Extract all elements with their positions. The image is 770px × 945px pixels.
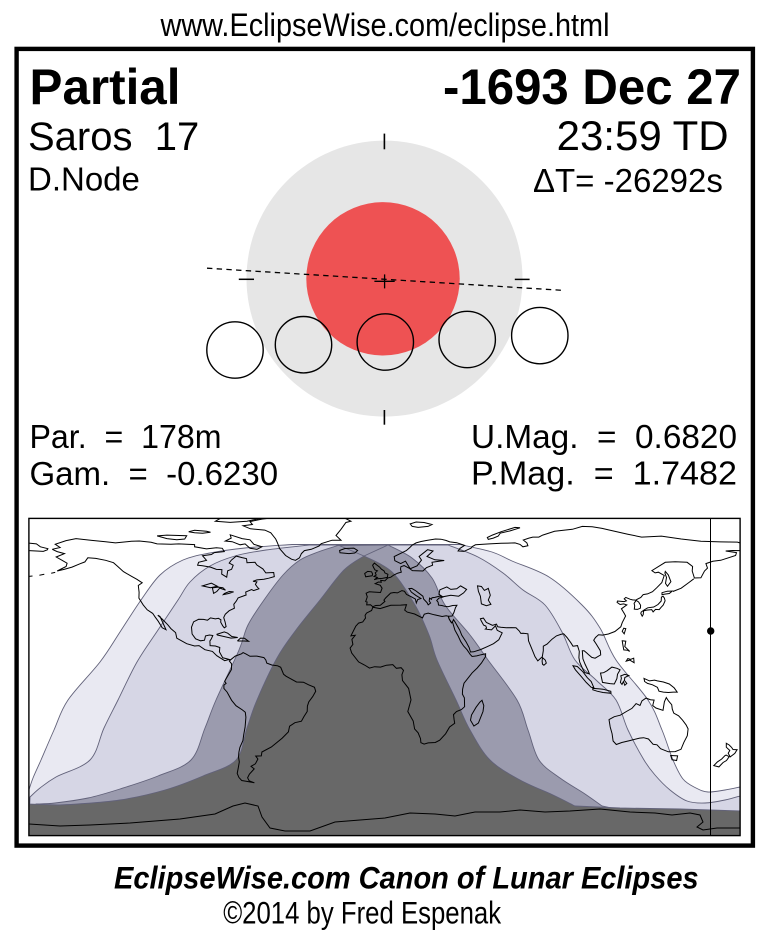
svg-text:ΔT= -26292s: ΔT= -26292s: [533, 162, 723, 199]
svg-text:P.Mag. = 1.7482: P.Mag. = 1.7482: [471, 455, 737, 492]
svg-text:Saros 17: Saros 17: [28, 115, 199, 159]
svg-text:-1693 Dec 27: -1693 Dec 27: [443, 59, 741, 115]
svg-text:Gam. = -0.6230: Gam. = -0.6230: [30, 455, 279, 492]
svg-text:Partial: Partial: [30, 59, 181, 115]
svg-text:U.Mag. = 0.6820: U.Mag. = 0.6820: [471, 418, 737, 455]
svg-text:23:59 TD: 23:59 TD: [557, 112, 729, 159]
svg-text:©2014 by Fred Espenak: ©2014 by Fred Espenak: [223, 894, 501, 930]
svg-text:www.EclipseWise.com/eclipse.ht: www.EclipseWise.com/eclipse.html: [160, 7, 610, 43]
svg-text:Par. = 178m: Par. = 178m: [30, 418, 222, 455]
svg-text:EclipseWise.com Canon of Lunar: EclipseWise.com Canon of Lunar Eclipses: [114, 860, 699, 896]
svg-text:D.Node: D.Node: [28, 161, 140, 198]
